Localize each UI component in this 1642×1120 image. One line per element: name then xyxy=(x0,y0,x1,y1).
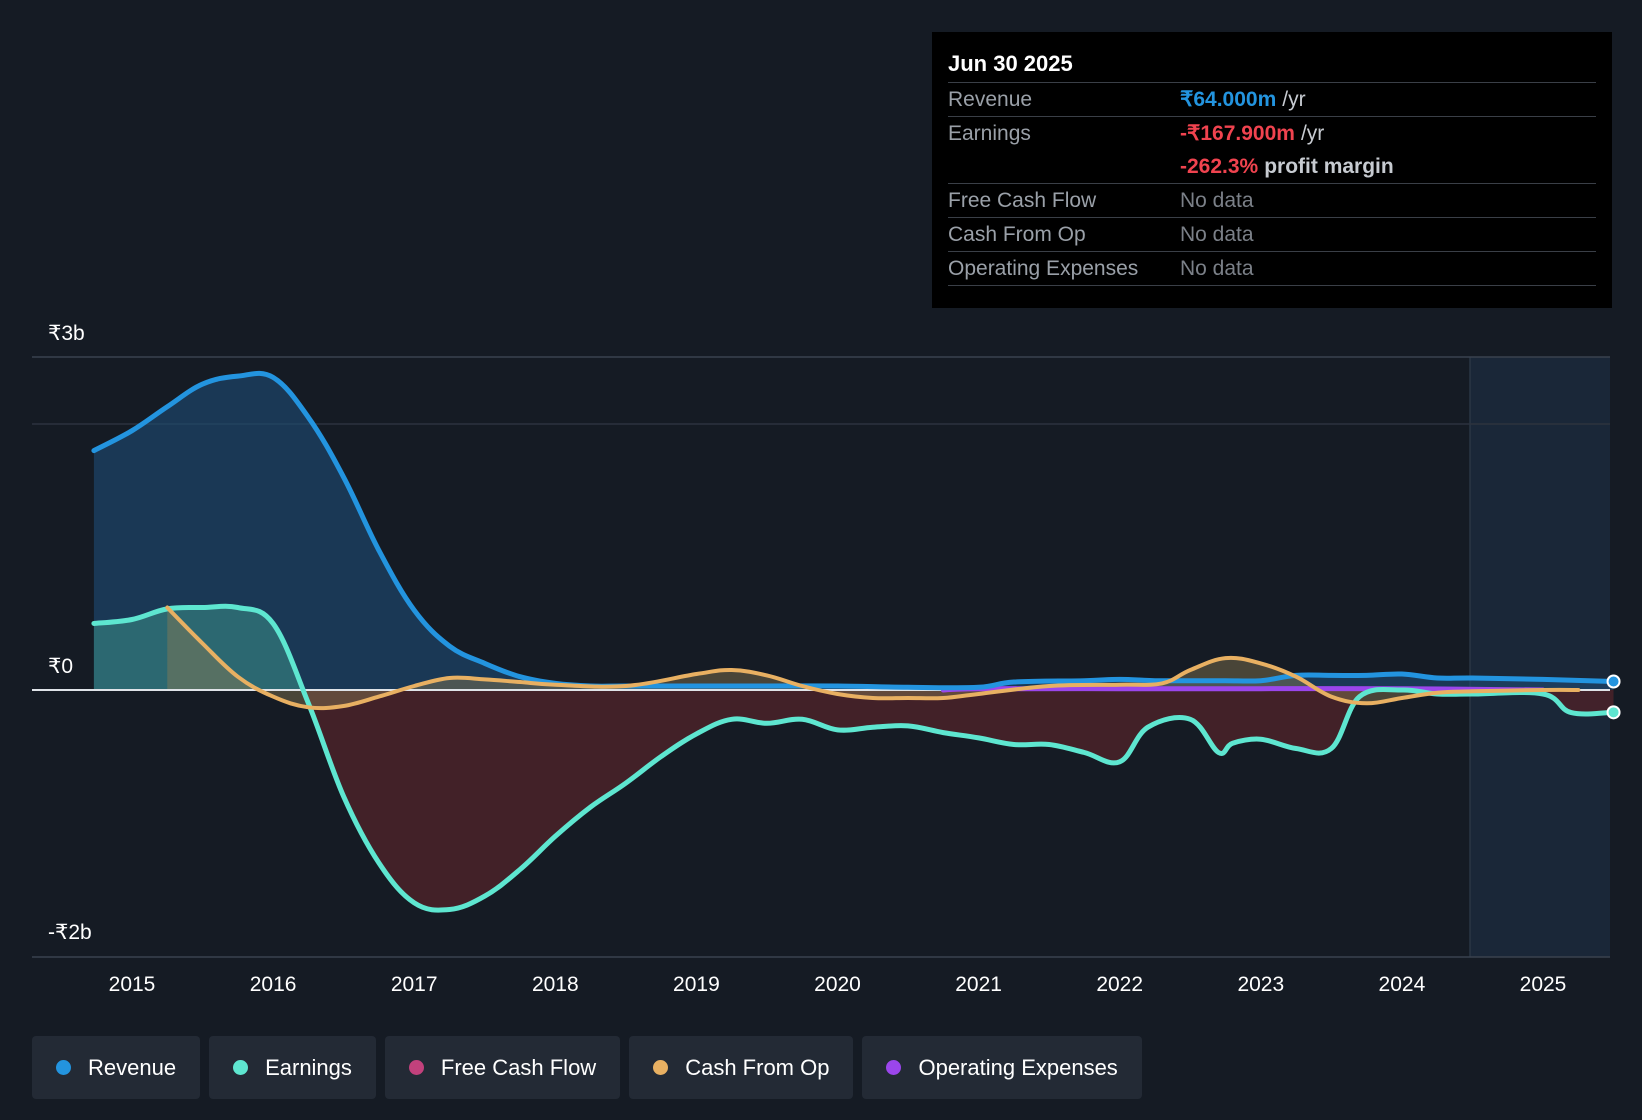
y-tick-label-top: ₹3b xyxy=(48,322,85,345)
suffix: profit margin xyxy=(1264,155,1394,178)
legend-label: Free Cash Flow xyxy=(440,1054,597,1080)
legend-item-operating-expenses[interactable]: Operating Expenses xyxy=(862,1036,1142,1099)
revenue-end-marker xyxy=(1606,674,1621,689)
legend-label: Revenue xyxy=(88,1054,177,1080)
tooltip-value: -262.3% profit margin xyxy=(1180,150,1394,183)
legend-label: Operating Expenses xyxy=(918,1054,1118,1080)
revenue-value: ₹64.000m xyxy=(1180,88,1277,111)
tooltip-value: ₹64.000m/yr xyxy=(1180,83,1306,116)
tooltip-label: Earnings xyxy=(948,122,1031,145)
tooltip-value: -₹167.900m/yr xyxy=(1180,117,1324,150)
tooltip-row-opex: Operating Expenses No data xyxy=(948,252,1596,286)
tooltip-value: No data xyxy=(1180,189,1254,212)
tooltip-label: Revenue xyxy=(948,88,1033,111)
tooltip-row-revenue: Revenue ₹64.000m/yr xyxy=(948,83,1596,116)
tooltip-date: Jun 30 2025 xyxy=(948,46,1596,83)
x-tick-label: 2016 xyxy=(250,973,297,996)
legend-item-revenue[interactable]: Revenue xyxy=(32,1036,201,1099)
tooltip-row-margin: -262.3% profit margin xyxy=(948,150,1596,184)
earnings-line xyxy=(91,603,1616,913)
tooltip-label: Cash From Op xyxy=(948,223,1086,246)
cash-from-op-dot-icon xyxy=(653,1060,669,1075)
tooltip-value: No data xyxy=(1180,257,1254,280)
revenue-area xyxy=(93,373,1614,690)
y-tick-label-zero: ₹0 xyxy=(48,655,73,678)
free-cash-flow-dot-icon xyxy=(408,1060,424,1075)
x-tick-label: 2021 xyxy=(955,973,1002,996)
tooltip-panel: Jun 30 2025 Revenue ₹64.000m/yr Earnings… xyxy=(932,32,1612,308)
cash-from-op-line xyxy=(165,605,1581,711)
x-tick-label: 2017 xyxy=(391,973,438,996)
tooltip-row-cfo: Cash From Op No data xyxy=(948,218,1596,252)
tooltip-label: Free Cash Flow xyxy=(948,189,1097,212)
margin-value: -262.3% xyxy=(1180,155,1259,178)
tooltip-value: No data xyxy=(1180,223,1254,246)
x-tick-label: 2020 xyxy=(814,973,861,996)
legend-label: Earnings xyxy=(265,1054,352,1080)
x-tick-label: 2019 xyxy=(673,973,720,996)
legend-item-free-cash-flow[interactable]: Free Cash Flow xyxy=(384,1036,621,1099)
x-tick-label: 2025 xyxy=(1520,973,1567,996)
legend-item-earnings[interactable]: Earnings xyxy=(209,1036,376,1099)
suffix: /yr xyxy=(1282,88,1306,111)
legend: Revenue Earnings Free Cash Flow Cash Fro… xyxy=(32,1036,1142,1099)
legend-label: Cash From Op xyxy=(685,1054,830,1080)
tooltip-row-earnings: Earnings -₹167.900m/yr xyxy=(948,117,1596,150)
x-tick-label: 2022 xyxy=(1096,973,1143,996)
earnings-value: -₹167.900m xyxy=(1180,122,1295,145)
earnings-end-marker xyxy=(1606,705,1621,720)
suffix: /yr xyxy=(1300,122,1325,145)
x-tick-label: 2024 xyxy=(1379,973,1426,996)
legend-item-cash-from-op[interactable]: Cash From Op xyxy=(629,1036,854,1099)
forecast-shade xyxy=(1470,357,1610,957)
operating-expenses-dot-icon xyxy=(886,1060,902,1075)
x-tick-label: 2015 xyxy=(109,973,156,996)
x-tick-label: 2018 xyxy=(532,973,579,996)
earnings-area-negative xyxy=(93,690,1614,911)
tooltip-row-fcf: Free Cash Flow No data xyxy=(948,184,1596,218)
revenue-dot-icon xyxy=(56,1060,71,1075)
y-tick-label-bottom: -₹2b xyxy=(48,921,92,944)
earnings-dot-icon xyxy=(233,1060,249,1075)
x-tick-label: 2023 xyxy=(1237,973,1284,996)
tooltip-label: Operating Expenses xyxy=(948,257,1139,280)
